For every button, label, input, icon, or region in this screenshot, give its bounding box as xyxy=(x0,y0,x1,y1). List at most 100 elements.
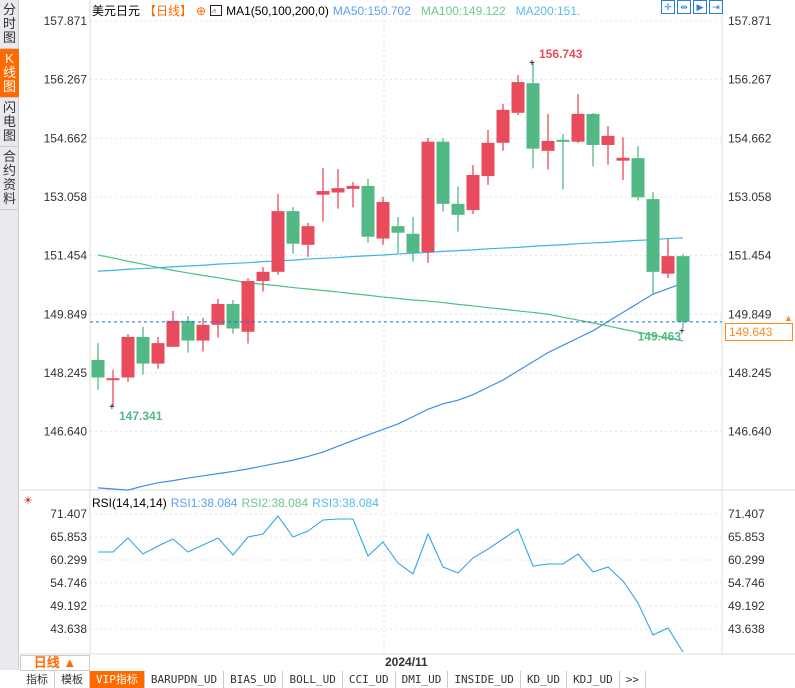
candle xyxy=(346,181,360,208)
low-annotation: 147.341 xyxy=(119,409,163,423)
rsi-line xyxy=(98,515,684,653)
last-low-annotation: 149.463 xyxy=(638,329,682,343)
period-selector[interactable]: 日线 ▲ xyxy=(20,655,90,671)
indicator-tab[interactable]: VIP指标 xyxy=(90,671,145,688)
candle-body xyxy=(451,203,465,215)
rsi-tick-label-left: 60.299 xyxy=(50,553,87,567)
candle xyxy=(586,113,600,167)
candle-body xyxy=(406,233,420,253)
y-tick-label-right: 149.849 xyxy=(728,307,772,321)
indicator-tab[interactable]: >> xyxy=(619,671,647,688)
sidebar-tab-contract-info[interactable]: 合约资料 xyxy=(0,147,19,210)
symbol-name: 美元日元 xyxy=(92,4,141,18)
candle-body xyxy=(121,336,135,378)
add-icon[interactable]: ⊕ xyxy=(196,3,207,18)
candle-body xyxy=(496,109,510,143)
candle-body xyxy=(421,141,435,253)
candle xyxy=(541,113,555,170)
candle-body xyxy=(226,304,240,329)
settings-sun-icon[interactable]: ☀ xyxy=(23,495,33,507)
candle xyxy=(106,369,120,406)
y-tick-label-right: 146.640 xyxy=(728,425,772,439)
candle-body xyxy=(556,139,570,142)
candle xyxy=(661,238,675,279)
last-low-marker: + xyxy=(679,326,685,337)
rsi2-value: RSI2:38.084 xyxy=(241,496,309,510)
candle-body xyxy=(211,304,225,325)
rsi-tick-label-right: 71.407 xyxy=(728,507,765,521)
candle-body xyxy=(436,141,450,204)
scroll-end-icon[interactable]: ⇥ xyxy=(709,0,723,14)
candle-body xyxy=(526,83,540,149)
crosshair-icon[interactable]: ✛ xyxy=(661,0,675,14)
indicator-tab[interactable]: BIAS_UD xyxy=(224,671,284,688)
candle-body xyxy=(106,378,120,381)
y-tick-label-left: 154.662 xyxy=(44,131,88,145)
chart-toolbar: ✛ ⇹ ▶ ⇥ xyxy=(661,0,723,14)
rsi3-value: RSI3:38.084 xyxy=(312,496,379,510)
candle xyxy=(646,192,660,295)
sidebar-tab-flash[interactable]: 闪电图 xyxy=(0,98,19,147)
candle xyxy=(496,104,510,151)
indicator-tab[interactable]: KDJ_UD xyxy=(567,671,620,688)
indicator-tab[interactable]: KD_UD xyxy=(520,671,568,688)
indicator-tab[interactable]: DMI_UD xyxy=(395,671,449,688)
candle xyxy=(556,134,570,190)
candle-body xyxy=(601,135,615,145)
candle-body xyxy=(316,191,330,195)
indicator-tab[interactable]: CCI_UD xyxy=(342,671,396,688)
candle-body xyxy=(271,211,285,272)
y-tick-label-left: 151.454 xyxy=(44,249,88,263)
candle-body xyxy=(181,320,195,341)
candle xyxy=(361,178,375,243)
candle-body xyxy=(391,226,405,233)
candle xyxy=(601,125,615,165)
candle xyxy=(91,343,105,390)
low-marker: + xyxy=(109,402,115,413)
candle-body xyxy=(466,174,480,211)
candle xyxy=(406,216,420,262)
rsi-tick-label-right: 60.299 xyxy=(728,553,765,567)
candle-body xyxy=(151,343,165,364)
sidebar-tab-kline[interactable]: K线图 xyxy=(0,49,19,98)
candle xyxy=(631,146,645,201)
candle xyxy=(481,129,495,185)
indicator-tab[interactable]: INSIDE_UD xyxy=(448,671,521,688)
indicator-tab[interactable]: BOLL_UD xyxy=(283,671,343,688)
sidebar: 分时图 K线图 闪电图 合约资料 xyxy=(0,0,19,670)
rsi-tick-label-right: 49.192 xyxy=(728,599,765,613)
zoom-range-icon[interactable]: ⇹ xyxy=(677,0,691,14)
candle xyxy=(391,216,405,253)
candle xyxy=(241,278,255,344)
candle xyxy=(211,298,225,338)
candle xyxy=(676,253,690,329)
indicator-tab[interactable]: 指标 xyxy=(20,671,55,688)
candle-body xyxy=(571,113,585,142)
candle-body xyxy=(376,202,390,239)
ma200-value: MA200:151. xyxy=(515,3,581,18)
rsi1-value: RSI1:38.084 xyxy=(170,496,238,510)
candle xyxy=(421,138,435,263)
indicator-tab[interactable]: 模板 xyxy=(55,671,90,688)
last-price-label: 149.643 xyxy=(725,323,793,341)
y-tick-label-left: 146.640 xyxy=(44,425,88,439)
double-up-arrow-icon[interactable]: ▲ xyxy=(784,313,793,323)
play-icon[interactable]: ▶ xyxy=(693,0,707,14)
sidebar-tab-timeshare[interactable]: 分时图 xyxy=(0,0,19,49)
candle xyxy=(286,207,300,254)
rsi-tick-label-left: 65.853 xyxy=(50,530,87,544)
indicator-tab[interactable]: BARUPDN_UD xyxy=(144,671,225,688)
candle-body xyxy=(256,271,270,281)
candle xyxy=(166,310,180,347)
indicator-chart-icon[interactable]: ⩘ xyxy=(210,5,223,16)
indicator-name: MA1(50,100,200,0) xyxy=(226,3,329,18)
candle-body xyxy=(91,359,105,378)
chart-header: 美元日元 【日线】 ⊕ ⩘ MA1(50,100,200,0) MA50:150… xyxy=(92,2,580,19)
candle xyxy=(526,62,540,169)
candle-body xyxy=(241,280,255,332)
candle-body xyxy=(661,256,675,274)
y-tick-label-right: 153.058 xyxy=(728,190,772,204)
period-label: 【日线】 xyxy=(144,4,193,18)
candle-body xyxy=(331,188,345,193)
